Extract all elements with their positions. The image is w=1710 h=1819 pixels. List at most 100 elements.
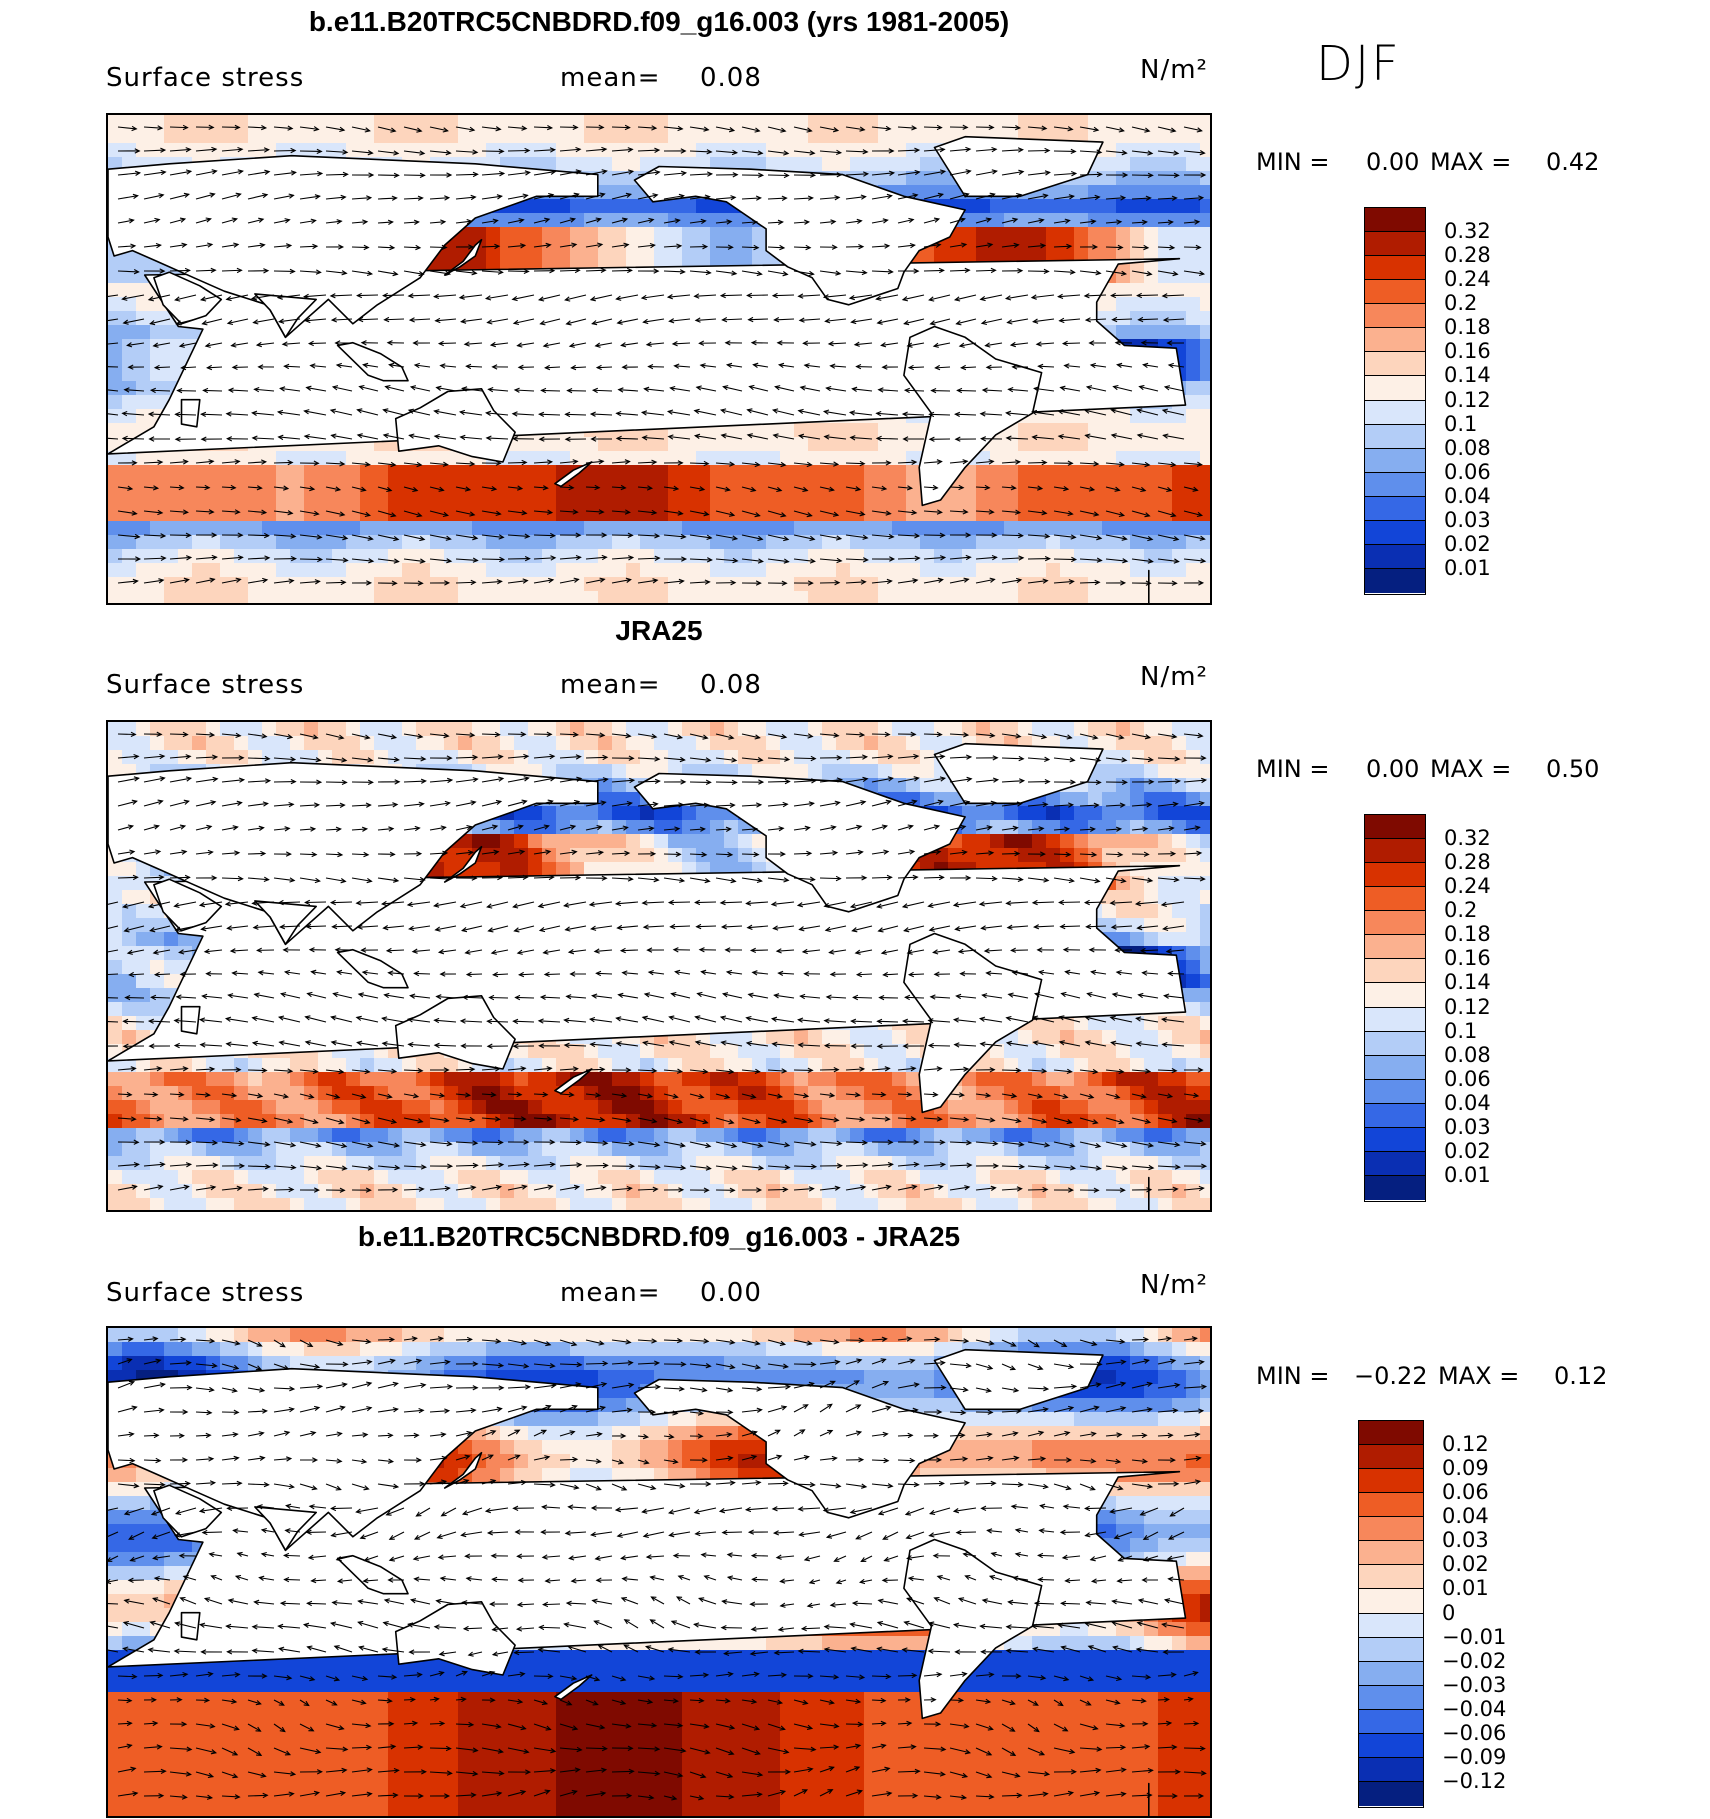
colorbar-swatch: [1359, 1637, 1423, 1662]
colorbar-tick-label: 0.08: [1444, 1042, 1491, 1067]
colorbar-tick-label: 0.1: [1444, 1018, 1478, 1043]
colorbar-tick-label: 0.06: [1444, 1066, 1491, 1091]
colorbar-swatch: [1365, 400, 1425, 425]
panel-title: b.e11.B20TRC5CNBDRD.f09_g16.003 - JRA25: [357, 1221, 961, 1252]
colorbar-swatch: [1365, 544, 1425, 569]
colorbar-tick-label: 0.04: [1444, 1090, 1491, 1115]
colorbar-tick-label: 0.03: [1444, 1114, 1491, 1139]
max-value: 0.42: [1546, 148, 1600, 176]
colorbar-swatch: [1365, 448, 1425, 473]
colorbar-tick-label: 0.12: [1442, 1432, 1489, 1457]
max-label: MAX =: [1430, 148, 1512, 176]
min-label: MIN =: [1256, 755, 1330, 783]
colorbar-tick-label: 0: [1442, 1600, 1456, 1625]
colorbar-tick-label: 0.18: [1444, 315, 1491, 340]
colorbar-swatch: [1359, 1589, 1423, 1614]
variable-label: Surface stress: [106, 670, 305, 700]
colorbar-swatch: [1365, 863, 1425, 888]
colorbar-tick-label: 0.03: [1442, 1528, 1489, 1553]
colorbar-tick-label: 0.28: [1444, 243, 1491, 268]
continents: [108, 1348, 1187, 1816]
colorbar-swatch: [1365, 935, 1425, 960]
colorbar-swatch: [1365, 1103, 1425, 1128]
colorbar: [1358, 1420, 1424, 1808]
colorbar-tick-label: −0.02: [1442, 1648, 1507, 1673]
colorbar-swatch: [1365, 304, 1425, 329]
colorbar-swatch: [1365, 1175, 1425, 1200]
mean-label: mean=: [560, 1278, 661, 1308]
colorbar-swatch: [1365, 208, 1425, 233]
colorbar-swatch: [1359, 1493, 1423, 1518]
min-label: MIN =: [1256, 1362, 1330, 1390]
colorbar-tick-label: 0.02: [1444, 1138, 1491, 1163]
colorbar-swatch: [1365, 232, 1425, 257]
colorbar-swatch: [1365, 887, 1425, 912]
map-field: [108, 115, 1210, 603]
colorbar-tick-label: 0.04: [1442, 1504, 1489, 1529]
min-value: 0.00: [1366, 148, 1420, 176]
colorbar-tick-label: 0.09: [1442, 1456, 1489, 1481]
mean-label: mean=: [560, 63, 661, 93]
colorbar-tick-label: −0.06: [1442, 1720, 1507, 1745]
variable-label: Surface stress: [106, 63, 305, 93]
colorbar-swatch: [1359, 1613, 1423, 1638]
colorbar-swatch: [1365, 472, 1425, 497]
colorbar-tick-label: 0.1: [1444, 411, 1478, 436]
units-label: N/m²: [1140, 1270, 1208, 1300]
surface-stress-map: [106, 113, 1212, 605]
colorbar-swatch: [1359, 1709, 1423, 1734]
colorbar-swatch: [1365, 256, 1425, 281]
map-field: [108, 722, 1210, 1210]
colorbar-swatch: [1365, 815, 1425, 840]
colorbar-tick-label: 0.04: [1444, 483, 1491, 508]
max-value: 0.50: [1546, 755, 1600, 783]
colorbar-swatch: [1359, 1517, 1423, 1542]
colorbar-tick-label: 0.01: [1442, 1576, 1489, 1601]
colorbar-tick-label: 0.24: [1444, 267, 1491, 292]
colorbar-tick-label: −0.12: [1442, 1768, 1507, 1793]
colorbar-tick-label: 0.01: [1444, 555, 1491, 580]
colorbar-tick-label: 0.16: [1444, 946, 1491, 971]
colorbar-swatch: [1365, 1055, 1425, 1080]
colorbar-swatch: [1365, 1007, 1425, 1032]
colorbar-swatch: [1365, 280, 1425, 305]
stress-vectors: [108, 731, 1208, 1193]
colorbar-swatch: [1359, 1469, 1423, 1494]
panel-title: JRA25: [615, 615, 703, 646]
colorbar-swatch: [1359, 1685, 1423, 1710]
colorbar: [1364, 814, 1426, 1202]
colorbar-tick-label: −0.09: [1442, 1744, 1507, 1769]
colorbar-tick-label: 0.08: [1444, 435, 1491, 460]
colorbar-swatch: [1359, 1445, 1423, 1470]
variable-label: Surface stress: [106, 1278, 305, 1308]
colorbar-tick-label: 0.01: [1444, 1162, 1491, 1187]
max-label: MAX =: [1430, 755, 1512, 783]
min-label: MIN =: [1256, 148, 1330, 176]
colorbar-swatch: [1359, 1757, 1423, 1782]
colorbar-swatch: [1365, 1151, 1425, 1176]
colorbar-tick-label: 0.2: [1444, 291, 1478, 316]
colorbar-swatch: [1359, 1421, 1423, 1446]
colorbar-swatch: [1365, 328, 1425, 353]
min-value: −0.22: [1354, 1362, 1428, 1390]
colorbar-swatch: [1365, 983, 1425, 1008]
season-label: DJF: [1316, 36, 1401, 92]
colorbar-tick-label: 0.12: [1444, 387, 1491, 412]
colorbar-swatch: [1365, 839, 1425, 864]
colorbar-tick-label: −0.04: [1442, 1696, 1507, 1721]
surface-stress-map: [106, 1326, 1212, 1818]
colorbar-tick-label: 0.16: [1444, 339, 1491, 364]
colorbar-tick-label: 0.02: [1444, 531, 1491, 556]
colorbar-swatch: [1365, 959, 1425, 984]
colorbar-swatch: [1359, 1781, 1423, 1806]
colorbar-tick-label: 0.06: [1444, 459, 1491, 484]
map-field: [108, 1328, 1210, 1816]
units-label: N/m²: [1140, 662, 1208, 692]
colorbar-tick-label: 0.28: [1444, 850, 1491, 875]
colorbar: [1364, 207, 1426, 595]
colorbar-tick-label: 0.14: [1444, 970, 1491, 995]
mean-label: mean=: [560, 670, 661, 700]
mean-value: 0.00: [700, 1278, 762, 1308]
colorbar-tick-label: −0.01: [1442, 1624, 1507, 1649]
colorbar-swatch: [1365, 424, 1425, 449]
